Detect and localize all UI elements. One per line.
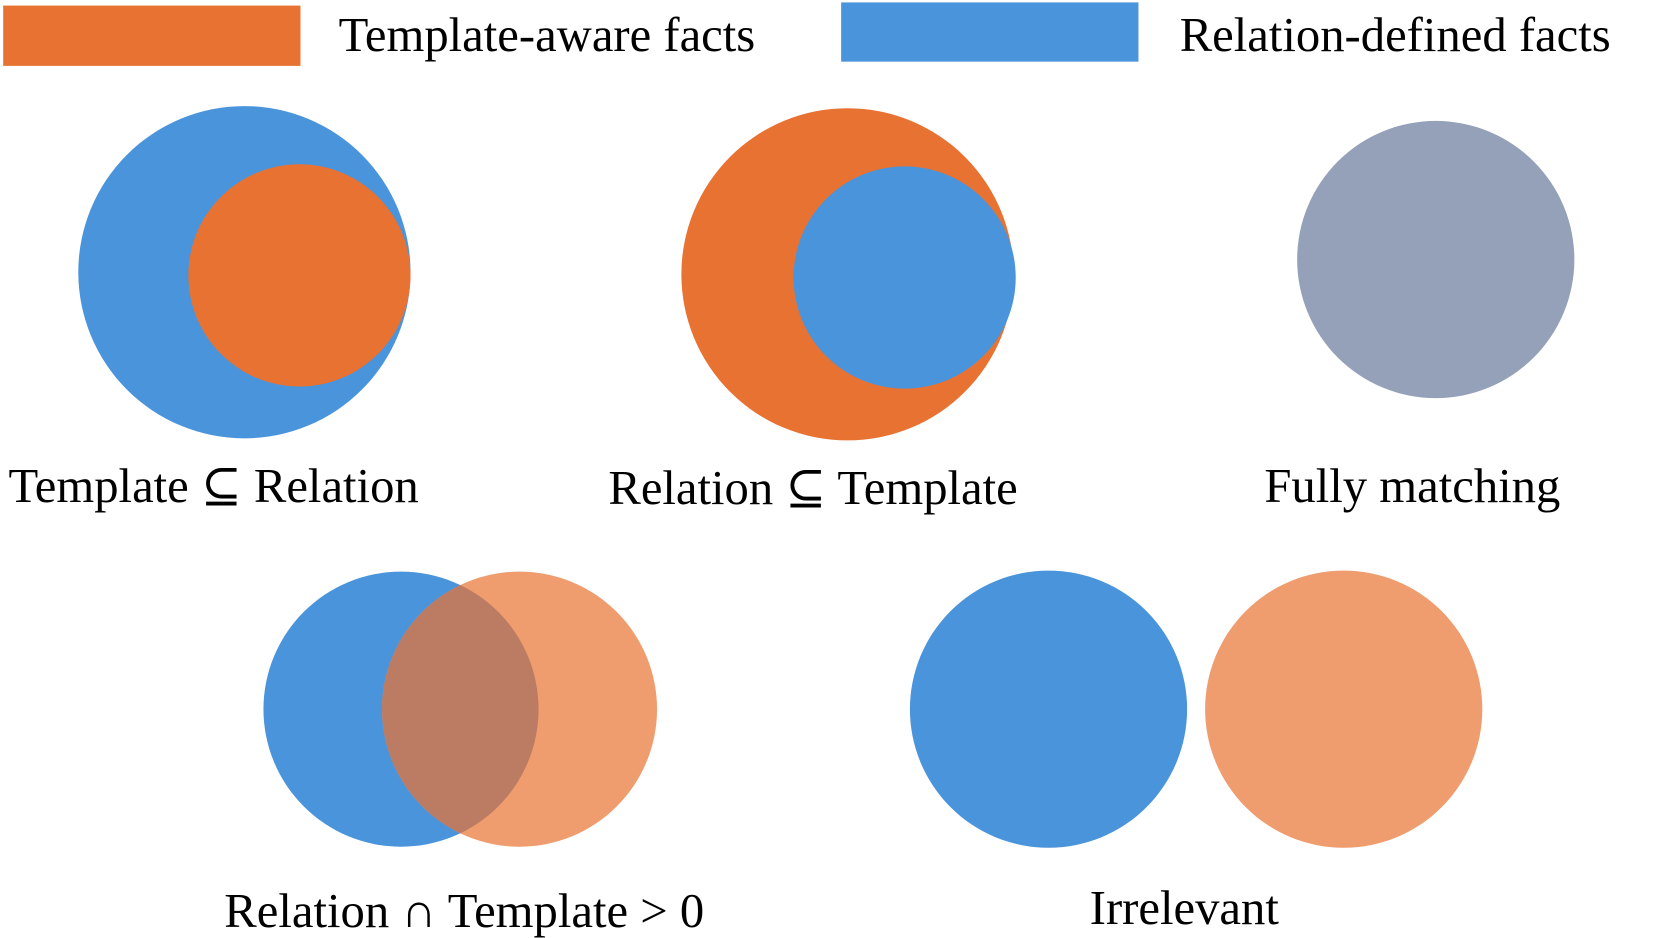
case-fully-matching: Fully matching [1264,120,1575,513]
template-circle [188,164,411,387]
case-label: Fully matching [1264,459,1560,513]
legend-label-template: Template-aware facts [339,8,756,62]
case-intersection: Relation ∩ Template > 0 [224,571,704,938]
legend: Template-aware facts Relation-defined fa… [3,2,1611,66]
legend-swatch-relation [841,2,1139,62]
case-label: Relation ∩ Template > 0 [224,884,704,938]
relation-circle [793,166,1016,389]
case-label: Irrelevant [1090,881,1280,935]
case-template-subset-relation: Template ⊆ Relation [8,106,419,513]
relation-circle [909,570,1188,848]
case-irrelevant: Irrelevant [909,570,1483,935]
case-label: Template ⊆ Relation [8,459,418,513]
template-circle [1205,570,1483,848]
case-label: Relation ⊆ Template [608,461,1017,515]
case-relation-subset-template: Relation ⊆ Template [608,108,1018,515]
legend-label-relation: Relation-defined facts [1180,8,1611,62]
legend-swatch-template [3,5,301,66]
matching-circle [1297,120,1575,399]
overlap-region [381,571,539,847]
